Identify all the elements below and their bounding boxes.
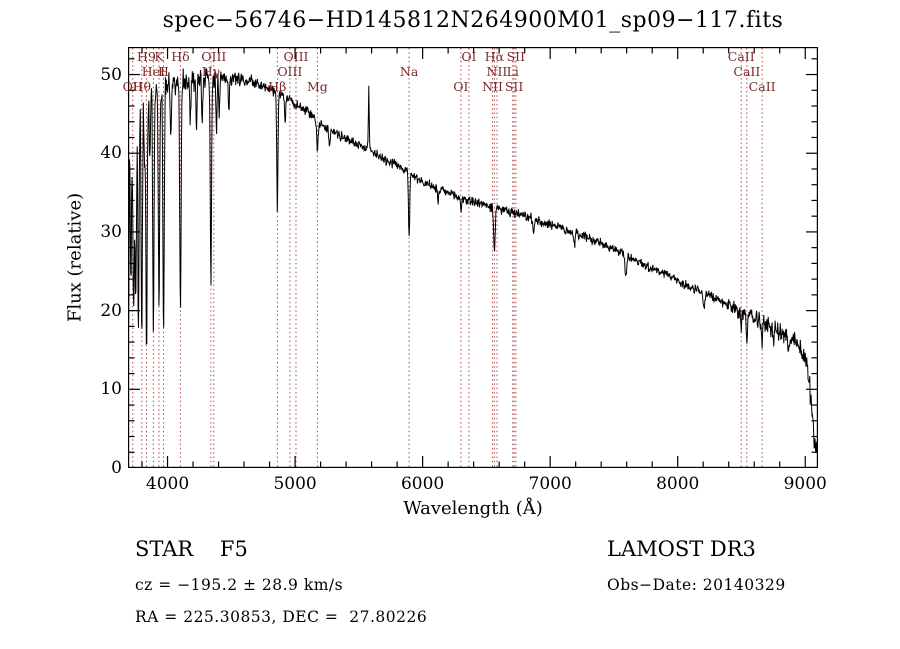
object-class-label: STAR F5 (135, 537, 248, 561)
spectrum-plot (128, 47, 818, 468)
y-tick-label: 10 (100, 379, 122, 400)
x-axis-label: Wavelength (Å) (403, 498, 543, 519)
plot-frame (128, 47, 818, 468)
y-tick-label: 30 (100, 221, 122, 242)
x-tick-label: 6000 (400, 474, 445, 494)
spectral-line-label: H (158, 64, 169, 79)
y-tick-label: 40 (100, 143, 122, 164)
spectral-line-label: OIII (283, 49, 309, 64)
spectral-line-label: Mg (306, 79, 328, 94)
spectral-line-label: Na (399, 64, 419, 79)
survey-release-label: LAMOST DR3 (607, 537, 756, 561)
coordinates-label: RA = 225.30853, DEC = 27.80226 (135, 608, 428, 626)
spectral-line-label: NII (482, 79, 503, 94)
spectral-line-label: SII (504, 79, 524, 94)
spectral-line-label: Hβ (268, 79, 287, 94)
plot-title: spec−56746−HD145812N264900M01_sp09−117.f… (162, 8, 784, 33)
spectrum-line (128, 68, 818, 456)
spectral-line-label: K (154, 49, 164, 64)
x-tick-label: 5000 (273, 474, 317, 494)
spectral-line-label: Hθ (132, 79, 151, 94)
y-tick-label: 50 (100, 64, 122, 85)
spectral-line-label: SII (506, 49, 526, 64)
x-tick-label: 4000 (145, 474, 190, 494)
spectral-line-label: NII (486, 64, 508, 79)
spectral-line-label: OII (122, 79, 143, 94)
spectral-line-label: CaII (727, 49, 755, 64)
spectral-line-label: Li (506, 64, 519, 79)
radial-velocity-label: cz = −195.2 ± 28.9 km/s (135, 576, 344, 594)
y-axis-label: Flux (relative) (64, 192, 86, 323)
spectral-line-label: CaII (733, 64, 761, 79)
spectral-line-label: HeI (141, 64, 165, 79)
spectral-line-label: OI (453, 79, 469, 94)
spectral-line-label: OIII (201, 49, 227, 64)
spectral-line-label: Hα (484, 49, 505, 64)
spectral-line-label: CaII (748, 79, 776, 94)
x-tick-label: 8000 (656, 474, 700, 494)
y-tick-label: 20 (100, 300, 122, 321)
obs-date-label: Obs−Date: 20140329 (607, 576, 786, 594)
spectral-line-label: Hγ (201, 64, 221, 79)
spectral-line-label: OIII (277, 64, 303, 79)
y-tick-label: 0 (111, 458, 122, 478)
spectral-line-label: Hδ (171, 49, 190, 64)
x-tick-label: 9000 (783, 474, 827, 494)
spectral-line-label: OI (461, 49, 477, 64)
x-tick-label: 7000 (528, 474, 572, 494)
spectral-line-label: H9 (137, 49, 156, 64)
